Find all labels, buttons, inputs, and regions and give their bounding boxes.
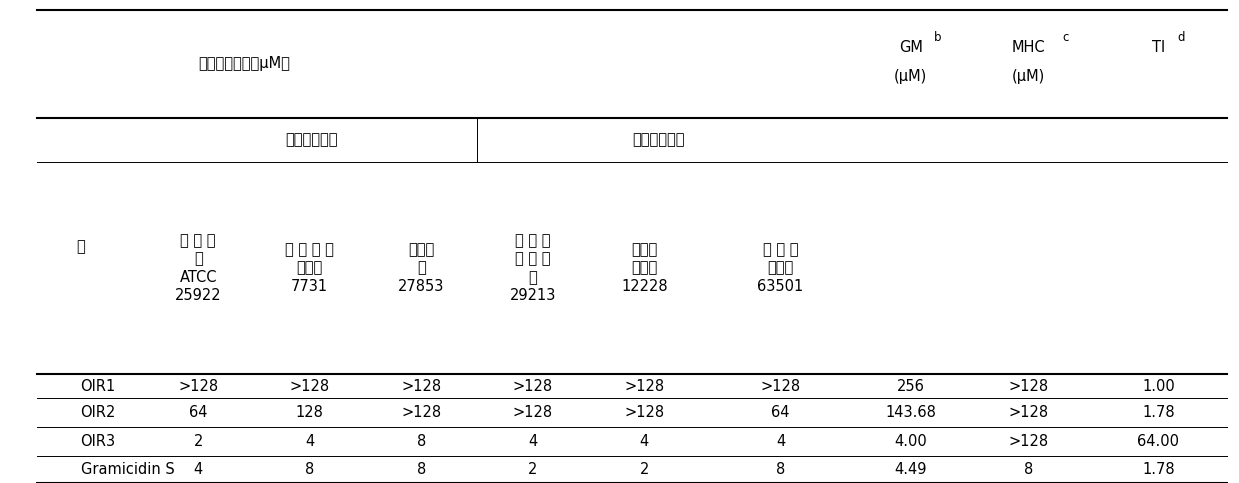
Text: 256: 256 [897,379,924,394]
Text: 143.68: 143.68 [885,405,937,421]
Text: 4: 4 [305,434,315,450]
Text: 绿浓杆
菌
27853: 绿浓杆 菌 27853 [398,242,445,294]
Text: 4: 4 [528,434,538,450]
Text: 4: 4 [193,462,203,477]
Text: 金 黄 色
葡 萄 球
菌
29213: 金 黄 色 葡 萄 球 菌 29213 [509,233,556,303]
Text: 64: 64 [190,405,207,421]
Text: OIR1: OIR1 [81,379,115,394]
Text: 4: 4 [776,434,786,450]
Text: >128: >128 [513,405,553,421]
Text: >128: >128 [1009,379,1048,394]
Text: OIR3: OIR3 [81,434,115,450]
Text: >128: >128 [178,379,218,394]
Text: TI: TI [1152,40,1165,55]
Text: >128: >128 [761,379,800,394]
Text: 鼠 伤 害 沙
门氏菌
7731: 鼠 伤 害 沙 门氏菌 7731 [285,242,335,294]
Text: >128: >128 [513,379,553,394]
Text: 肽: 肽 [76,239,85,254]
Text: 4: 4 [639,434,649,450]
Text: 8: 8 [305,462,315,477]
Text: 4.00: 4.00 [895,434,927,450]
Text: 4.49: 4.49 [895,462,927,477]
Text: 2: 2 [193,434,203,450]
Text: 革兰氏阳性菌: 革兰氏阳性菌 [632,132,684,148]
Text: 8: 8 [416,462,426,477]
Text: (μM): (μM) [895,69,927,84]
Text: 8: 8 [416,434,426,450]
Text: 2: 2 [528,462,538,477]
Text: c: c [1062,31,1069,44]
Text: 128: 128 [296,405,323,421]
Text: 1.00: 1.00 [1142,379,1175,394]
Text: 2: 2 [639,462,649,477]
Text: 表皮葡
萄球菌
12228: 表皮葡 萄球菌 12228 [621,242,668,294]
Text: >128: >128 [1009,405,1048,421]
Text: 64: 64 [772,405,789,421]
Text: 64.00: 64.00 [1137,434,1180,450]
Text: >128: >128 [624,405,664,421]
Text: >128: >128 [401,379,441,394]
Text: d: d [1177,31,1184,44]
Text: (μM): (μM) [1012,69,1044,84]
Text: 8: 8 [1023,462,1033,477]
Text: >128: >128 [1009,434,1048,450]
Text: 大 肠 杆
菌
ATCC
25922: 大 肠 杆 菌 ATCC 25922 [175,233,222,303]
Text: >128: >128 [290,379,330,394]
Text: 枯 草 芽
孢杆菌
63501: 枯 草 芽 孢杆菌 63501 [757,242,804,294]
Text: Gramicidin S: Gramicidin S [81,462,175,477]
Text: MHC: MHC [1011,40,1046,55]
Text: b: b [934,31,942,44]
Text: >128: >128 [624,379,664,394]
Text: 革兰氏阴性菌: 革兰氏阴性菌 [285,132,337,148]
Text: 8: 8 [776,462,786,477]
Text: GM: GM [898,40,923,55]
Text: >128: >128 [401,405,441,421]
Text: 最小抑菌浓度（μM）: 最小抑菌浓度（μM） [198,57,290,71]
Text: OIR2: OIR2 [81,405,116,421]
Text: 1.78: 1.78 [1142,462,1175,477]
Text: 1.78: 1.78 [1142,405,1175,421]
